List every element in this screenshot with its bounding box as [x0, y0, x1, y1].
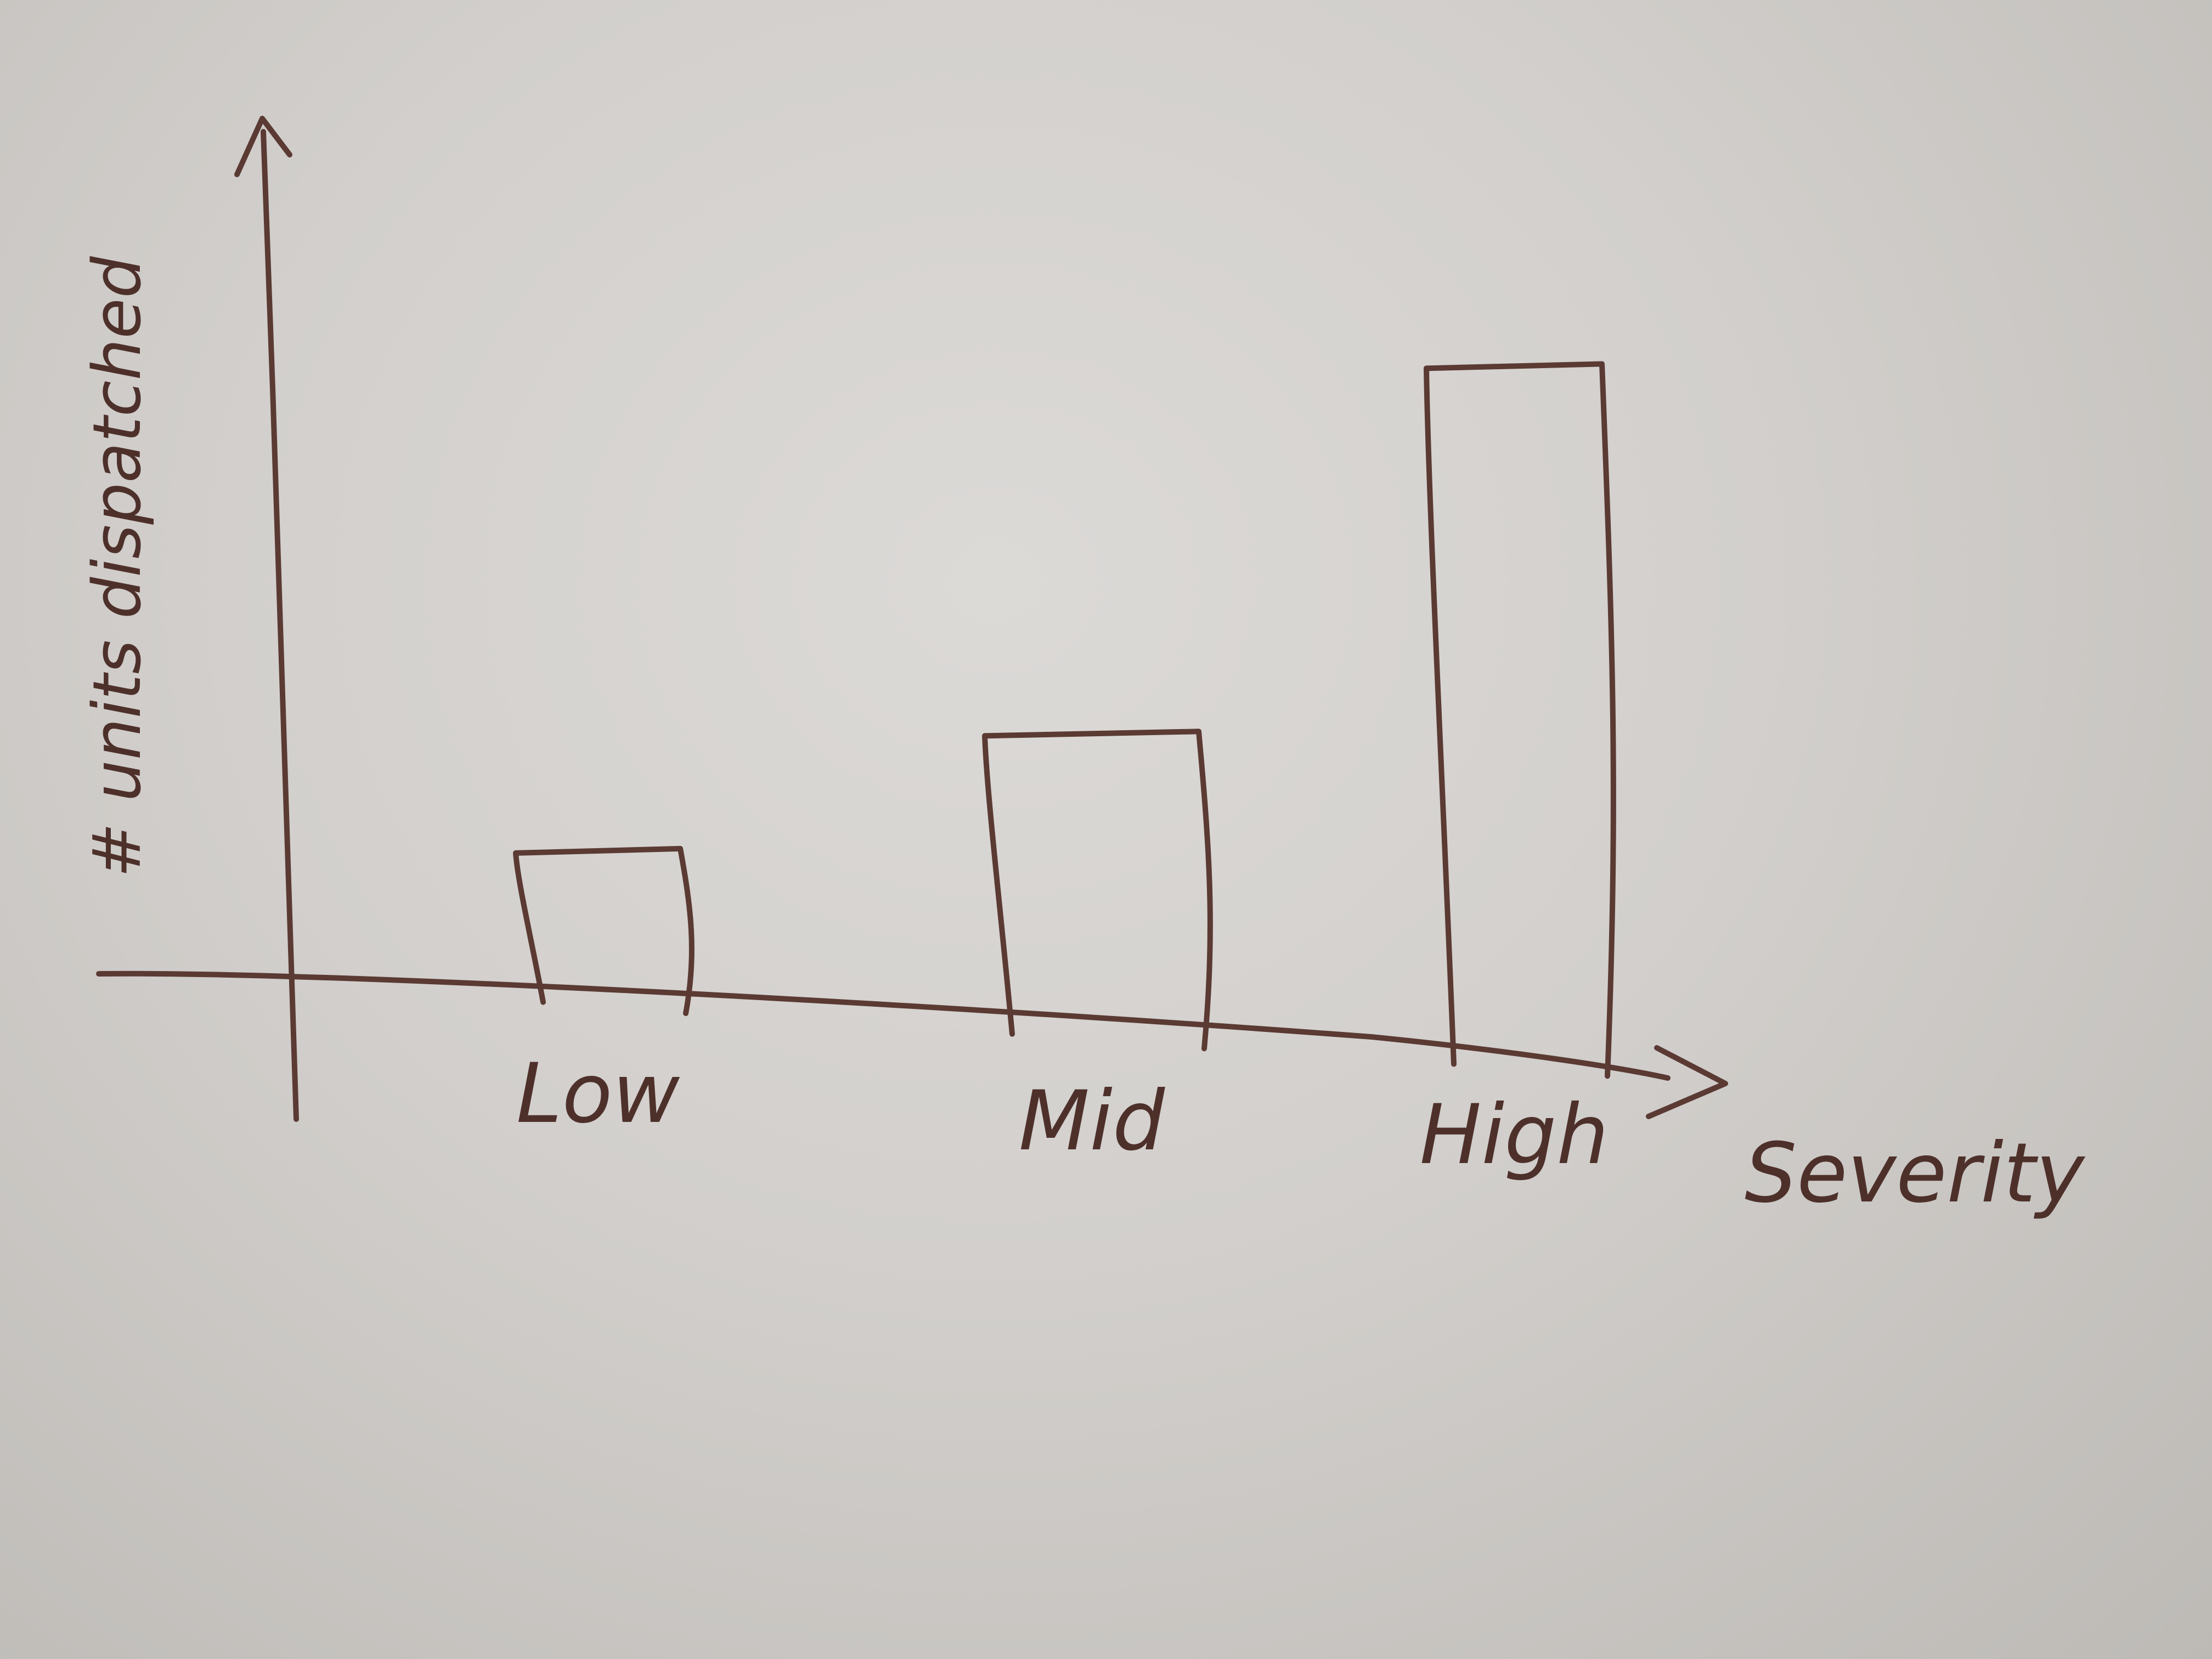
tick-labels-group: Low Mid High	[516, 1046, 1609, 1183]
y-axis-line	[261, 129, 299, 1122]
y-axis-label: # units dispatched	[80, 256, 156, 878]
tick-label-low: Low	[516, 1046, 680, 1142]
x-axis-arrowhead	[1646, 1045, 1728, 1119]
bar-high	[1424, 361, 1616, 1079]
tick-label-mid: Mid	[1019, 1074, 1165, 1169]
chart-axes	[96, 116, 1728, 1122]
bars-group	[513, 361, 1616, 1079]
x-axis-line	[96, 970, 1671, 1081]
tick-label-high: High	[1420, 1087, 1609, 1183]
bar-low	[513, 845, 695, 1017]
bar-mid	[982, 729, 1213, 1052]
y-axis-arrowhead	[234, 116, 292, 177]
x-axis-label: Severity	[1745, 1126, 2086, 1221]
